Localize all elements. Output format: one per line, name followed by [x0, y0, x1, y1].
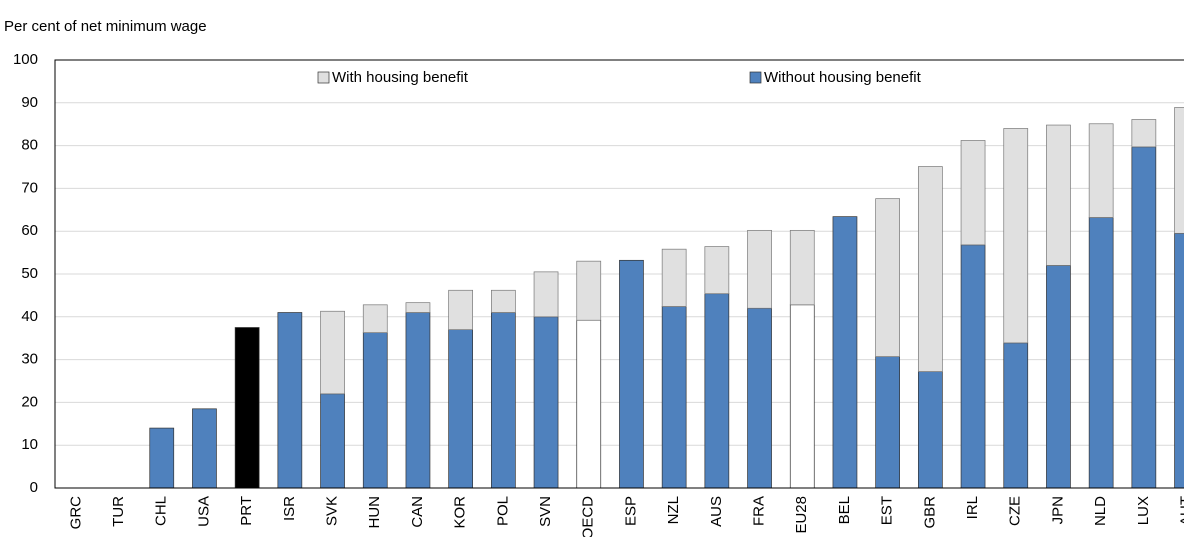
x-tick-label: PRT [238, 496, 255, 526]
bar-segment [832, 216, 858, 489]
bar-segment [789, 304, 815, 489]
bar-segment [1174, 232, 1184, 489]
bar-segment [448, 289, 473, 330]
x-tick-label: OECD [580, 496, 597, 537]
bar-segment [704, 246, 730, 295]
x-tick-label: POL [494, 496, 511, 526]
x-tick-label: IRL [964, 496, 981, 519]
bar-segment [405, 312, 431, 489]
bar-segment [960, 244, 986, 489]
bar-segment [491, 289, 516, 313]
y-tick-label: 40 [21, 308, 38, 325]
bar-segment [1131, 146, 1157, 489]
x-tick-label: SVN [537, 496, 554, 527]
bar-segment [661, 248, 687, 307]
bar-segment [1003, 342, 1029, 489]
bar-segment [1088, 123, 1114, 218]
bar-segment [619, 259, 644, 489]
y-tick-label: 10 [21, 436, 38, 453]
bar-segment [1088, 217, 1114, 489]
bar-segment [1046, 265, 1071, 489]
y-tick-label: 50 [21, 265, 38, 282]
bar-segment [149, 427, 175, 489]
x-tick-label: GRC [67, 496, 84, 530]
x-tick-label: AUT [1178, 496, 1184, 526]
bar-segment [1131, 119, 1157, 148]
y-tick-label: 30 [21, 351, 38, 368]
bar-segment [917, 371, 943, 489]
x-tick-label: EST [879, 496, 896, 525]
bar-segment [704, 293, 730, 489]
x-tick-label: AUS [708, 496, 725, 527]
bar-segment [1003, 128, 1029, 344]
bar-segment [1174, 107, 1184, 234]
y-tick-label: 20 [21, 393, 38, 410]
bar-segment [362, 332, 388, 489]
x-tick-label: NLD [1092, 496, 1109, 526]
bar-segment [747, 229, 772, 309]
x-tick-label: NZL [665, 496, 682, 524]
bar-segment [234, 327, 260, 489]
bar-segment [533, 271, 559, 318]
x-tick-label: KOR [452, 496, 469, 529]
y-tick-label: 60 [21, 222, 38, 239]
bar-segment [362, 304, 388, 333]
bar-segment [960, 140, 986, 246]
y-tick-label: 0 [30, 479, 38, 496]
bar-segment [917, 166, 943, 372]
x-tick-label: HUN [366, 496, 383, 529]
plot-frame [54, 59, 1184, 489]
bar-segment [875, 198, 901, 357]
bar-segment [192, 408, 217, 489]
x-tick-label: ESP [622, 496, 639, 526]
legend-label: Without housing benefit [764, 69, 922, 86]
legend-label: With housing benefit [332, 69, 469, 86]
legend-swatch [749, 71, 762, 84]
bar-segment [875, 356, 901, 489]
x-tick-label: TUR [110, 496, 127, 527]
x-tick-label: CAN [409, 496, 426, 528]
x-tick-label: CHL [153, 496, 170, 526]
y-tick-label: 70 [21, 179, 38, 196]
y-tick-label: 90 [21, 94, 38, 111]
bar-segment [1046, 124, 1071, 266]
y-axis-label: Per cent of net minimum wage [4, 18, 207, 35]
bar-segment [576, 260, 602, 321]
y-tick-label: 100 [13, 51, 38, 68]
bar-segment [789, 229, 815, 306]
y-tick-label: 80 [21, 137, 38, 154]
x-tick-label: FRA [751, 496, 768, 526]
x-tick-label: USA [195, 496, 212, 527]
bar-segment [661, 306, 687, 489]
x-tick-label: EU28 [793, 496, 810, 534]
bar-segment [747, 307, 772, 489]
x-tick-label: ISR [281, 496, 298, 521]
bar-segment [405, 302, 431, 313]
legend-swatch [317, 71, 330, 84]
bar-segment [576, 319, 602, 489]
bar-segment [277, 312, 303, 489]
bar-segment [533, 316, 559, 489]
x-tick-label: CZE [1007, 496, 1024, 526]
x-tick-label: SVK [324, 496, 341, 526]
bar-segment [320, 310, 345, 395]
x-tick-label: GBR [921, 496, 938, 529]
x-tick-label: LUX [1135, 496, 1152, 525]
x-tick-label: BEL [836, 496, 853, 524]
x-tick-label: JPN [1049, 496, 1066, 524]
bar-segment [448, 329, 473, 489]
bar-segment [320, 393, 345, 489]
bar-segment [491, 312, 516, 489]
